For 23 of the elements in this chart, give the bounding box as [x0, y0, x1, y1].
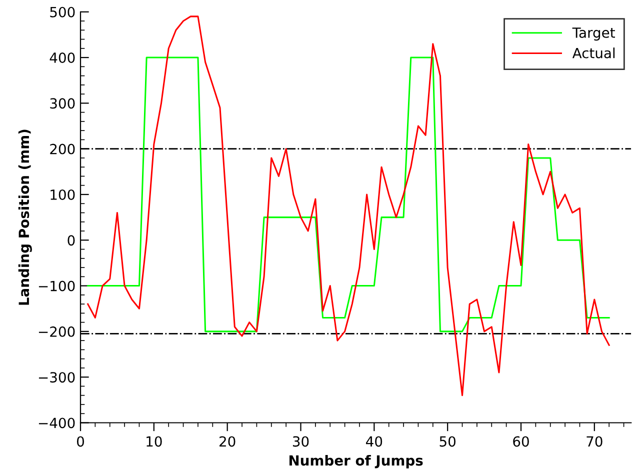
x-tick-label: 70 [586, 436, 602, 447]
x-tick-label: 10 [146, 436, 162, 447]
y-tick-label: −400 [38, 418, 75, 428]
legend-label: Actual [572, 48, 615, 58]
y-axis-title: Landing Position (mm) [18, 130, 32, 305]
line-series [87, 56, 610, 332]
x-tick-label: 0 [76, 436, 84, 447]
x-axis-title: Number of Jumps [289, 454, 423, 468]
x-tick-label: 30 [292, 436, 309, 447]
legend-label: Target [572, 28, 615, 41]
y-tick-label: 100 [50, 189, 75, 200]
x-tick-label: 20 [220, 436, 236, 447]
y-tick-label: 500 [50, 6, 75, 18]
y-tick-label: 0 [68, 235, 75, 246]
y-tick-label: −300 [38, 372, 75, 383]
x-tick-label: 50 [440, 436, 456, 447]
y-tick-label: −100 [38, 280, 75, 292]
x-tick-label: 40 [366, 436, 382, 447]
y-tick-label: 300 [50, 98, 75, 109]
y-tick-label: 400 [50, 52, 75, 63]
x-tick-label: 60 [513, 436, 529, 447]
y-tick-label: 200 [50, 144, 75, 154]
y-tick-label: −200 [38, 326, 75, 337]
